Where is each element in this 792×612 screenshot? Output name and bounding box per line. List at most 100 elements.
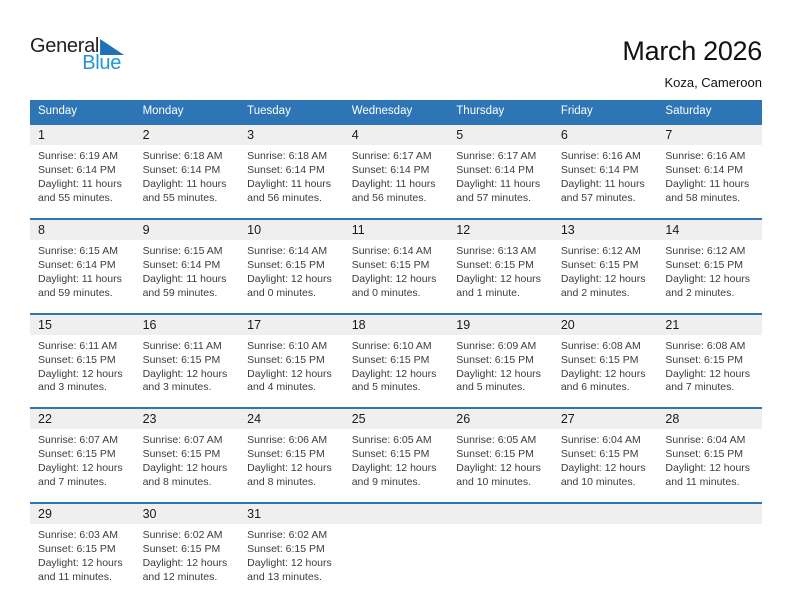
day-cell-5: 5 Sunrise: 6:17 AM Sunset: 6:14 PM Daylight… — [448, 125, 553, 218]
weekday-header-thursday: Thursday — [456, 105, 505, 117]
day-cell-29: 29 Sunrise: 6:03 AM Sunset: 6:15 PM Dayligh… — [30, 504, 135, 598]
day-details: Sunrise: 6:15 AM Sunset: 6:14 PM Daylight:… — [135, 240, 240, 313]
sunrise-line: Sunrise: 6:13 AM — [456, 244, 537, 257]
day-number — [657, 504, 762, 525]
sunrise-line: Sunrise: 6:18 AM — [142, 150, 223, 162]
sunrise-line: Sunrise: 6:19 AM — [38, 150, 118, 162]
daylight-line: Daylight: 12 hours and 0 minutes. — [351, 272, 437, 299]
sunrise-line: Sunrise: 6:12 AM — [560, 244, 641, 257]
sunset-line: Sunset: 6:15 PM — [351, 353, 430, 366]
daylight-line: Daylight: 12 hours and 10 minutes. — [560, 462, 646, 489]
day-number: 23 — [134, 409, 240, 430]
page-header: General Blue March 2026 Koza, Cameroon — [30, 36, 762, 90]
sunset-line: Sunset: 6:15 PM — [456, 258, 534, 271]
day-cell-18: 18 Sunrise: 6:10 AM Sunset: 6:15 PM Dayligh… — [343, 314, 449, 408]
day-number: 14 — [657, 219, 762, 240]
day-cell-30: 30 Sunrise: 6:02 AM Sunset: 6:15 PM Dayligh… — [134, 504, 240, 598]
daylight-line: Daylight: 12 hours and 5 minutes. — [456, 367, 541, 394]
sunset-line: Sunset: 6:15 PM — [142, 543, 221, 556]
day-cell-9: 9 Sunrise: 6:15 AM Sunset: 6:14 PM Daylight… — [134, 219, 240, 313]
sunrise-line: Sunrise: 6:10 AM — [351, 339, 432, 352]
day-details: Sunrise: 6:17 AM Sunset: 6:14 PM Daylight:… — [344, 145, 449, 218]
logo-word-blue: Blue — [82, 52, 122, 74]
day-number: 25 — [343, 409, 449, 430]
sunrise-line: Sunrise: 6:16 AM — [665, 150, 746, 162]
day-number: 10 — [239, 219, 344, 240]
daylight-line: Daylight: 12 hours and 2 minutes. — [560, 272, 646, 299]
daylight-line: Daylight: 12 hours and 4 minutes. — [247, 367, 332, 394]
day-details: Sunrise: 6:18 AM Sunset: 6:14 PM Daylight:… — [239, 145, 344, 218]
daylight-line: Daylight: 12 hours and 5 minutes. — [351, 367, 437, 394]
week-row: 15 Sunrise: 6:11 AM Sunset: 6:15 PM Dayligh… — [30, 312, 762, 408]
sunset-line: Sunset: 6:15 PM — [351, 448, 430, 461]
daylight-line: Daylight: 12 hours and 10 minutes. — [456, 462, 541, 489]
sunrise-line: Sunrise: 6:11 AM — [38, 339, 118, 352]
daylight-line: Daylight: 12 hours and 3 minutes. — [142, 367, 228, 394]
daylight-line: Daylight: 12 hours and 0 minutes. — [247, 272, 332, 299]
sunset-line: Sunset: 6:15 PM — [247, 448, 325, 461]
day-details: Sunrise: 6:18 AM Sunset: 6:14 PM Daylight:… — [135, 145, 240, 218]
day-number: 27 — [552, 409, 658, 430]
day-cell-empty — [448, 504, 553, 598]
daylight-line: Daylight: 11 hours and 56 minutes. — [351, 177, 436, 204]
sunset-line: Sunset: 6:15 PM — [247, 353, 325, 366]
weekday-header-wednesday: Wednesday — [351, 105, 413, 117]
day-number: 26 — [448, 409, 553, 430]
day-details: Sunrise: 6:05 AM Sunset: 6:15 PM Daylight:… — [344, 429, 449, 502]
sunset-line: Sunset: 6:15 PM — [665, 353, 744, 366]
sunrise-line: Sunrise: 6:07 AM — [38, 434, 118, 447]
week-row: 29 Sunrise: 6:03 AM Sunset: 6:15 PM Dayligh… — [30, 502, 762, 598]
daylight-line: Daylight: 12 hours and 7 minutes. — [665, 367, 751, 394]
daylight-line: Daylight: 11 hours and 57 minutes. — [456, 177, 541, 204]
day-details: Sunrise: 6:16 AM Sunset: 6:14 PM Daylight:… — [657, 145, 762, 218]
daylight-line: Daylight: 12 hours and 2 minutes. — [665, 272, 751, 299]
day-cell-1: 1 Sunrise: 6:19 AM Sunset: 6:14 PM Daylight… — [30, 125, 135, 218]
day-details: Sunrise: 6:10 AM Sunset: 6:15 PM Daylight:… — [344, 335, 449, 408]
day-number: 19 — [448, 314, 553, 335]
day-number: 20 — [552, 314, 658, 335]
day-details: Sunrise: 6:06 AM Sunset: 6:15 PM Daylight:… — [239, 429, 344, 502]
day-details: Sunrise: 6:08 AM Sunset: 6:15 PM Daylight:… — [553, 335, 658, 408]
day-number: 9 — [134, 219, 240, 240]
weekday-header-sunday: Sunday — [38, 105, 78, 117]
daylight-line: Daylight: 12 hours and 6 minutes. — [560, 367, 646, 394]
day-number: 4 — [343, 125, 449, 145]
day-details: Sunrise: 6:05 AM Sunset: 6:15 PM Daylight:… — [448, 429, 553, 502]
daylight-line: Daylight: 12 hours and 8 minutes. — [247, 462, 332, 489]
sunset-line: Sunset: 6:15 PM — [247, 543, 325, 556]
sunrise-line: Sunrise: 6:07 AM — [142, 434, 223, 447]
day-number: 12 — [448, 219, 553, 240]
sunrise-line: Sunrise: 6:10 AM — [247, 339, 328, 352]
daylight-line: Daylight: 11 hours and 58 minutes. — [665, 177, 750, 204]
day-cell-25: 25 Sunrise: 6:05 AM Sunset: 6:15 PM Dayligh… — [343, 409, 449, 503]
day-number: 13 — [552, 219, 658, 240]
sunrise-line: Sunrise: 6:09 AM — [456, 339, 537, 352]
sunset-line: Sunset: 6:15 PM — [665, 448, 744, 461]
day-cell-20: 20 Sunrise: 6:08 AM Sunset: 6:15 PM Dayligh… — [552, 314, 658, 408]
day-cell-24: 24 Sunrise: 6:06 AM Sunset: 6:15 PM Dayligh… — [239, 409, 344, 503]
sunset-line: Sunset: 6:15 PM — [351, 258, 430, 271]
day-details: Sunrise: 6:07 AM Sunset: 6:15 PM Daylight:… — [135, 429, 240, 502]
day-cell-14: 14 Sunrise: 6:12 AM Sunset: 6:15 PM Dayligh… — [657, 219, 762, 313]
sunset-line: Sunset: 6:15 PM — [456, 353, 534, 366]
day-details: Sunrise: 6:11 AM Sunset: 6:15 PM Daylight:… — [135, 335, 240, 408]
day-details: Sunrise: 6:16 AM Sunset: 6:14 PM Daylight:… — [553, 145, 658, 218]
day-cell-2: 2 Sunrise: 6:18 AM Sunset: 6:14 PM Daylight… — [134, 125, 240, 218]
day-details: Sunrise: 6:03 AM Sunset: 6:15 PM Daylight:… — [30, 524, 135, 597]
day-details: Sunrise: 6:02 AM Sunset: 6:15 PM Daylight:… — [239, 524, 344, 597]
page-title: March 2026 — [622, 36, 762, 66]
daylight-line: Daylight: 11 hours and 55 minutes. — [38, 177, 122, 204]
sunrise-line: Sunrise: 6:02 AM — [247, 529, 328, 542]
day-details: Sunrise: 6:19 AM Sunset: 6:14 PM Daylight:… — [30, 145, 135, 218]
day-details: Sunrise: 6:15 AM Sunset: 6:14 PM Daylight:… — [30, 240, 135, 313]
day-details: Sunrise: 6:13 AM Sunset: 6:15 PM Daylight:… — [448, 240, 553, 313]
day-cell-13: 13 Sunrise: 6:12 AM Sunset: 6:15 PM Dayligh… — [552, 219, 658, 313]
day-number: 11 — [343, 219, 449, 240]
sunrise-line: Sunrise: 6:15 AM — [142, 244, 223, 257]
day-cell-3: 3 Sunrise: 6:18 AM Sunset: 6:14 PM Daylight… — [239, 125, 344, 218]
day-cell-17: 17 Sunrise: 6:10 AM Sunset: 6:15 PM Dayligh… — [239, 314, 344, 408]
sunrise-line: Sunrise: 6:03 AM — [38, 529, 118, 542]
sunrise-line: Sunrise: 6:02 AM — [142, 529, 223, 542]
week-row: 1 Sunrise: 6:19 AM Sunset: 6:14 PM Daylight… — [30, 123, 762, 218]
sunset-line: Sunset: 6:14 PM — [560, 163, 639, 176]
